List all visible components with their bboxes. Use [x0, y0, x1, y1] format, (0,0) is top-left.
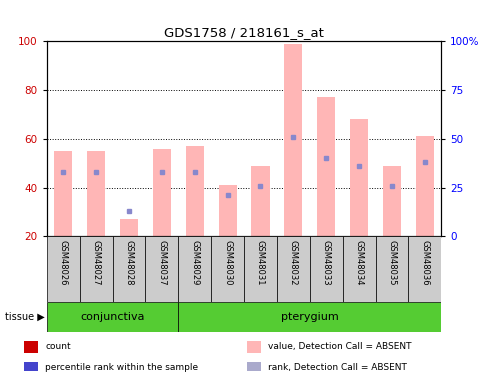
- Text: tissue ▶: tissue ▶: [4, 312, 44, 322]
- Text: conjunctiva: conjunctiva: [80, 312, 145, 322]
- Bar: [178, 302, 441, 332]
- Bar: [54, 151, 72, 236]
- Text: GSM48029: GSM48029: [190, 240, 199, 285]
- Bar: [80, 236, 112, 302]
- Text: GSM48032: GSM48032: [289, 240, 298, 285]
- Text: GSM48035: GSM48035: [387, 240, 396, 285]
- Bar: [408, 236, 441, 302]
- Bar: [47, 302, 178, 332]
- Bar: [145, 236, 178, 302]
- Bar: [24, 341, 38, 352]
- Bar: [284, 44, 302, 236]
- Bar: [317, 98, 335, 236]
- Text: GSM48026: GSM48026: [59, 240, 68, 285]
- Bar: [153, 148, 171, 236]
- Bar: [186, 146, 204, 236]
- Text: GSM48027: GSM48027: [92, 240, 101, 285]
- Bar: [47, 236, 80, 302]
- Text: GSM48028: GSM48028: [125, 240, 134, 285]
- Bar: [218, 185, 237, 236]
- Text: rank, Detection Call = ABSENT: rank, Detection Call = ABSENT: [268, 363, 407, 372]
- Bar: [350, 119, 368, 236]
- Bar: [416, 136, 434, 236]
- Bar: [120, 219, 138, 236]
- Bar: [251, 166, 270, 236]
- Bar: [376, 236, 408, 302]
- Bar: [277, 236, 310, 302]
- Text: GSM48031: GSM48031: [256, 240, 265, 285]
- Text: GSM48036: GSM48036: [421, 240, 429, 285]
- Bar: [343, 236, 376, 302]
- Text: GSM48030: GSM48030: [223, 240, 232, 285]
- Text: value, Detection Call = ABSENT: value, Detection Call = ABSENT: [268, 342, 411, 351]
- Bar: [112, 236, 145, 302]
- Text: GSM48037: GSM48037: [157, 240, 166, 285]
- Bar: [246, 362, 261, 373]
- Bar: [310, 236, 343, 302]
- Bar: [383, 166, 401, 236]
- Text: count: count: [45, 342, 71, 351]
- Bar: [244, 236, 277, 302]
- Title: GDS1758 / 218161_s_at: GDS1758 / 218161_s_at: [164, 26, 324, 39]
- Text: percentile rank within the sample: percentile rank within the sample: [45, 363, 199, 372]
- Bar: [246, 341, 261, 352]
- Bar: [211, 236, 244, 302]
- Bar: [24, 362, 38, 373]
- Bar: [178, 236, 211, 302]
- Text: GSM48034: GSM48034: [354, 240, 363, 285]
- Text: GSM48033: GSM48033: [322, 240, 331, 285]
- Text: pterygium: pterygium: [281, 312, 339, 322]
- Bar: [87, 151, 105, 236]
